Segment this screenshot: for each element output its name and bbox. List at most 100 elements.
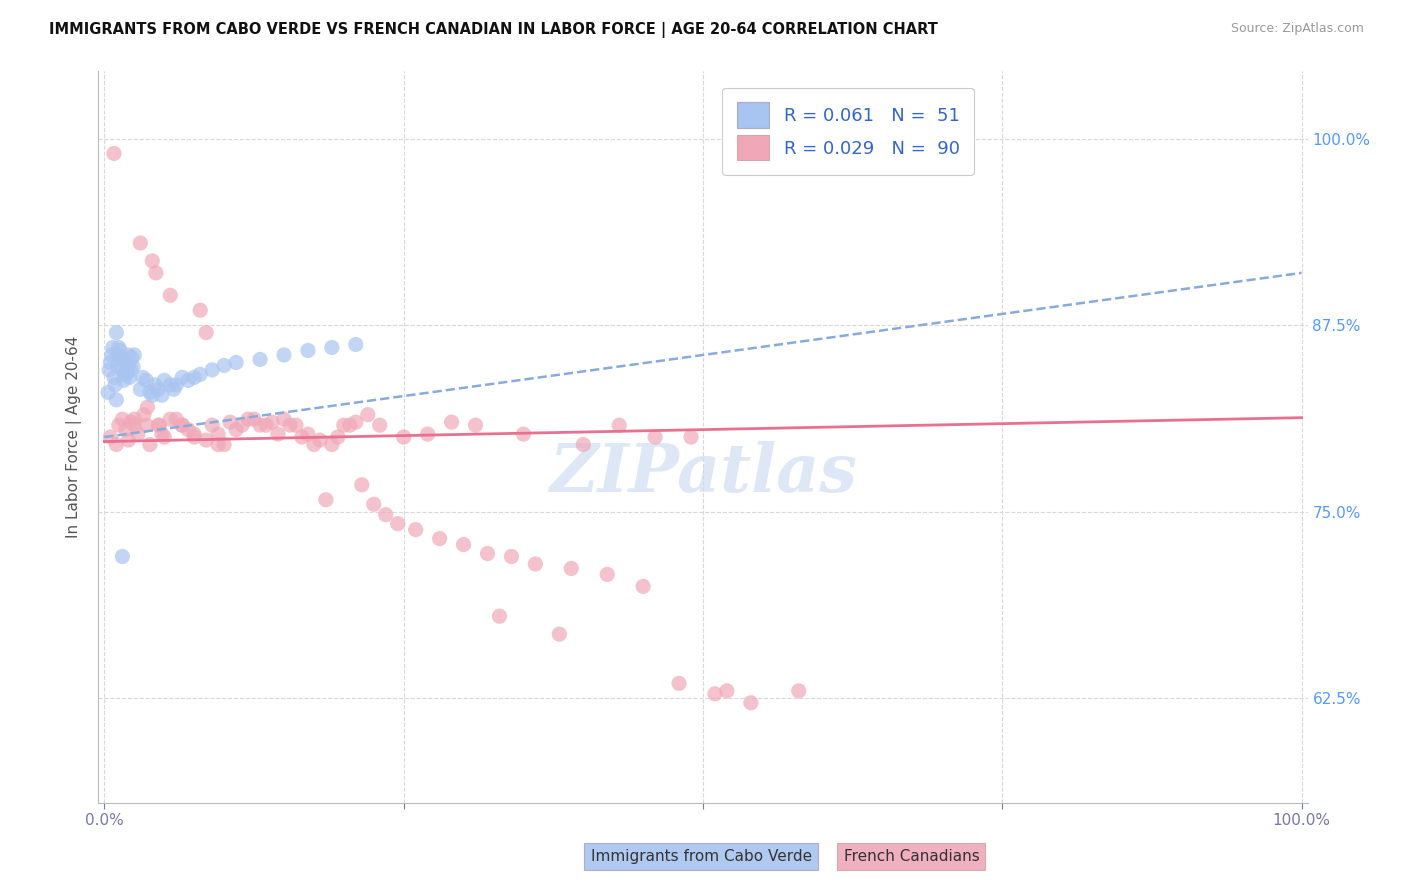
Point (260, 415, 283, 429)
Point (141, 254, 163, 268)
Point (111, 549, 134, 564)
Point (98, 363, 121, 377)
Point (139, 385, 162, 400)
Point (135, 373, 157, 387)
Point (117, 359, 139, 373)
Point (344, 415, 367, 429)
Point (105, 326, 128, 340)
Point (309, 433, 332, 447)
Point (124, 412, 146, 426)
Point (132, 370, 155, 384)
Point (177, 423, 200, 437)
Point (501, 549, 523, 564)
Point (368, 418, 391, 433)
Point (107, 341, 129, 355)
Point (416, 427, 439, 442)
Point (153, 430, 176, 444)
Text: Immigrants from Cabo Verde: Immigrants from Cabo Verde (591, 849, 811, 863)
Point (464, 418, 486, 433)
Point (172, 418, 194, 433)
Point (159, 412, 181, 426)
Point (124, 348, 146, 362)
Point (132, 408, 155, 422)
Point (560, 561, 582, 575)
Point (273, 348, 295, 362)
Point (177, 373, 200, 387)
Point (321, 341, 343, 355)
Point (302, 437, 325, 451)
Point (101, 341, 124, 355)
Point (112, 373, 135, 387)
Point (107, 348, 129, 362)
Point (315, 492, 337, 507)
Point (183, 427, 205, 442)
Point (150, 388, 173, 402)
Point (249, 352, 271, 367)
Point (139, 437, 162, 451)
Point (165, 377, 187, 392)
Point (291, 430, 314, 444)
Point (787, 683, 810, 698)
Point (114, 368, 136, 382)
Point (344, 337, 367, 351)
Point (172, 370, 194, 384)
Legend: R = 0.061   N =  51, R = 0.029   N =  90: R = 0.061 N = 51, R = 0.029 N = 90 (723, 87, 974, 175)
Point (679, 430, 702, 444)
Point (596, 567, 619, 582)
Point (148, 418, 170, 433)
Point (607, 418, 630, 433)
Point (704, 687, 727, 701)
Point (326, 430, 349, 444)
Point (111, 412, 134, 426)
Point (512, 427, 534, 442)
Point (225, 423, 247, 437)
Point (225, 355, 247, 369)
Point (115, 355, 138, 369)
Point (243, 412, 266, 426)
Point (188, 303, 211, 318)
Point (267, 427, 290, 442)
Point (117, 433, 139, 447)
Point (100, 355, 122, 369)
Point (105, 437, 128, 451)
Point (111, 363, 134, 377)
Point (107, 359, 129, 373)
Point (104, 377, 127, 392)
Point (165, 412, 187, 426)
Point (188, 368, 211, 382)
Point (163, 382, 186, 396)
Text: French Canadians: French Canadians (844, 849, 980, 863)
Point (100, 348, 122, 362)
Text: IMMIGRANTS FROM CABO VERDE VS FRENCH CANADIAN IN LABOR FORCE | AGE 20-64 CORRELA: IMMIGRANTS FROM CABO VERDE VS FRENCH CAN… (49, 22, 938, 38)
Point (297, 343, 319, 358)
Point (107, 418, 129, 433)
Point (103, 370, 125, 384)
Point (212, 359, 235, 373)
Point (129, 382, 152, 396)
Point (148, 382, 170, 396)
Point (350, 478, 373, 492)
Point (363, 497, 385, 511)
Point (387, 516, 409, 531)
Point (207, 437, 229, 451)
Point (103, 146, 125, 161)
Point (453, 537, 475, 551)
Point (159, 288, 181, 302)
Point (148, 418, 170, 433)
Point (236, 412, 259, 426)
Point (135, 418, 157, 433)
Point (153, 373, 176, 387)
Point (740, 696, 762, 710)
Point (477, 547, 499, 561)
Point (201, 363, 224, 377)
Point (374, 508, 396, 522)
Point (572, 437, 595, 451)
Point (145, 266, 167, 280)
Point (249, 418, 271, 433)
Point (207, 427, 229, 442)
Point (278, 418, 301, 433)
Point (100, 430, 122, 444)
Point (357, 408, 380, 422)
Y-axis label: In Labor Force | Age 20-64: In Labor Force | Age 20-64 (66, 336, 83, 538)
Point (150, 427, 173, 442)
